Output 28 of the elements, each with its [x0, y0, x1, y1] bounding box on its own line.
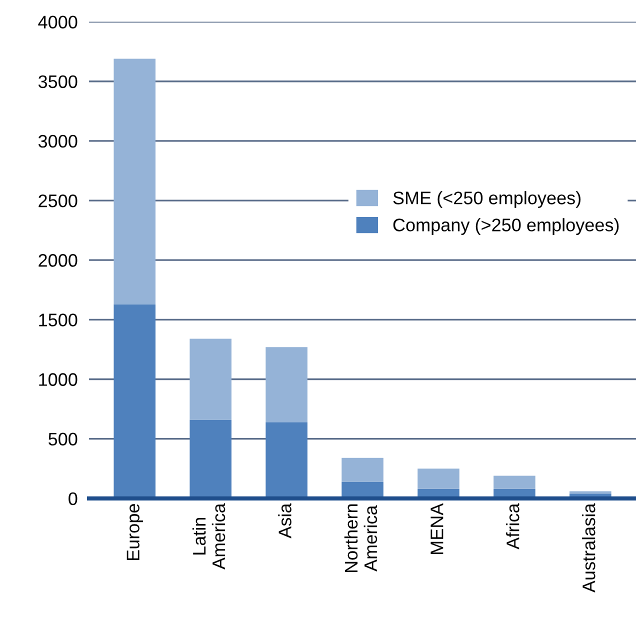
y-tick-label: 1000 [39, 373, 78, 386]
x-tick-label: Australasia [582, 503, 596, 593]
x-tick-label: Africa [506, 503, 520, 550]
y-tick-label: 2500 [38, 194, 78, 208]
legend-label: Company (>250 employees) [393, 218, 619, 235]
y-tick-label: 3000 [38, 134, 78, 148]
bar [266, 347, 308, 422]
legend-label: SME (<250 employees) [393, 191, 580, 208]
bar [190, 420, 232, 498]
x-tick-label: Northern America [344, 504, 378, 572]
bar [114, 304, 156, 498]
bar [114, 58, 156, 304]
y-tick-label: 0 [68, 492, 78, 506]
x-tick-label: Latin America [192, 503, 226, 570]
x-tick-label: Asia [278, 503, 292, 538]
bar [342, 458, 384, 482]
y-tick-label: 2000 [38, 254, 78, 267]
y-tick-label: 4000 [38, 16, 78, 29]
x-tick-label: Europe [126, 504, 144, 560]
y-tick-label: 3500 [38, 75, 78, 88]
y-tick-label: 1500 [39, 314, 78, 326]
x-tick-label: MENA [430, 503, 444, 554]
bar [190, 338, 232, 420]
bar [342, 482, 384, 498]
bar [494, 476, 536, 489]
y-tick-label: 500 [48, 432, 78, 446]
bar [266, 422, 308, 498]
bar [418, 468, 460, 489]
